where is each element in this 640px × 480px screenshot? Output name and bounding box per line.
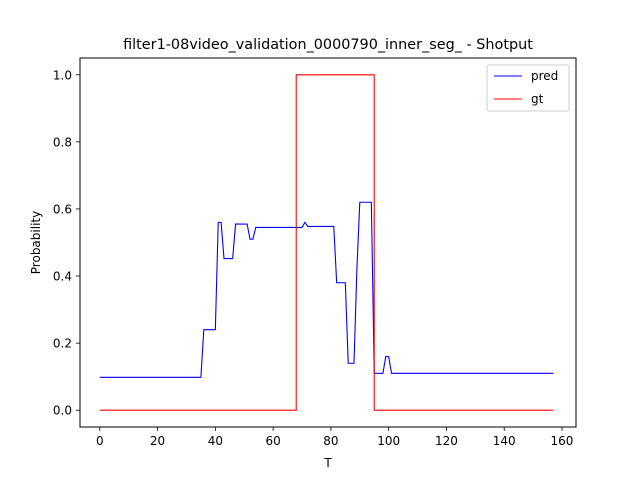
chart-title: filter1-08video_validation_0000790_inner… xyxy=(123,37,533,53)
y-axis-ticks: 0.0 0.2 0.4 0.6 0.8 1.0 xyxy=(53,68,80,418)
x-tick-label: 60 xyxy=(265,434,280,448)
x-axis-label: T xyxy=(323,456,332,470)
series-line-gt xyxy=(99,74,554,411)
legend: pred gt xyxy=(486,64,570,112)
y-tick-label: 0.0 xyxy=(53,404,72,418)
x-tick-label: 100 xyxy=(377,434,400,448)
x-tick-label: 80 xyxy=(323,434,338,448)
x-axis-ticks: 0 20 40 60 80 100 120 140 160 xyxy=(96,427,573,448)
legend-label-pred: pred xyxy=(531,69,558,83)
legend-label-gt: gt xyxy=(531,92,544,106)
x-tick-label: 140 xyxy=(493,434,516,448)
y-tick-label: 0.6 xyxy=(53,202,72,216)
plot-area xyxy=(79,57,577,428)
series-line-pred xyxy=(99,201,554,378)
x-tick-label: 20 xyxy=(150,434,165,448)
y-axis-label: Probability xyxy=(29,211,43,274)
y-tick-label: 0.2 xyxy=(53,337,72,351)
series-layer xyxy=(99,74,554,411)
axes-frame xyxy=(79,57,577,428)
x-tick-label: 120 xyxy=(435,434,458,448)
x-tick-label: 0 xyxy=(96,434,104,448)
y-tick-label: 0.4 xyxy=(53,270,72,284)
y-tick-label: 0.8 xyxy=(53,135,72,149)
x-tick-label: 160 xyxy=(551,434,574,448)
y-tick-label: 1.0 xyxy=(53,68,72,82)
x-tick-label: 40 xyxy=(208,434,223,448)
